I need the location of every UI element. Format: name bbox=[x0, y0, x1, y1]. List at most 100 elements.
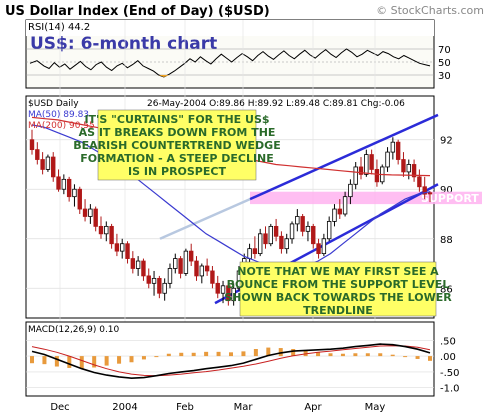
candle-body bbox=[316, 243, 321, 255]
x-tick-label: Dec bbox=[50, 402, 69, 413]
candle-body bbox=[337, 208, 342, 215]
rsi-tick-label: 70 bbox=[438, 45, 451, 56]
candle-body bbox=[226, 285, 231, 302]
upper-trendline-extension bbox=[159, 197, 251, 240]
callout-line: BOUNCE FROM THE SUPPORT LEVEL bbox=[227, 278, 450, 291]
macd-histogram-bar bbox=[378, 353, 383, 357]
ma200-legend: MA(200) 90.55 bbox=[28, 121, 95, 131]
candle-body bbox=[321, 238, 327, 255]
macd-histogram-bar bbox=[117, 356, 122, 364]
candle-body bbox=[93, 208, 98, 227]
price-tick-label: 86 bbox=[440, 284, 453, 295]
macd-histogram-bar bbox=[428, 356, 432, 361]
macd-histogram-bar bbox=[415, 356, 420, 359]
candle-body bbox=[353, 166, 358, 185]
macd-histogram-bar bbox=[79, 356, 84, 369]
callout-line: IS IN PROSPECT bbox=[128, 165, 226, 178]
candle-body bbox=[88, 208, 93, 217]
macd-histogram-bar bbox=[141, 356, 146, 360]
annotation-title: US$: 6-month chart bbox=[30, 34, 217, 54]
candle-body bbox=[358, 166, 364, 175]
x-tick-label: 2004 bbox=[112, 402, 137, 413]
price-series-label: $USD Daily bbox=[28, 99, 79, 109]
candle-body bbox=[369, 154, 374, 170]
candle-body bbox=[66, 178, 72, 198]
macd-histogram-bar bbox=[365, 353, 370, 357]
macd-histogram-bar bbox=[92, 356, 97, 368]
candle-body bbox=[29, 139, 35, 151]
candle-body bbox=[289, 223, 295, 240]
callout-breakdown-box bbox=[97, 109, 257, 181]
rsi-tick-label: 50 bbox=[438, 58, 451, 69]
rsi-line bbox=[29, 48, 431, 78]
candle-body bbox=[162, 282, 167, 294]
macd-histogram-bar bbox=[390, 354, 395, 357]
macd-histogram-bar bbox=[291, 349, 296, 357]
macd-histogram-bar bbox=[353, 353, 358, 357]
callout-line: TRENDLINE bbox=[303, 304, 373, 317]
macd-line bbox=[31, 343, 431, 380]
candle-body bbox=[51, 156, 56, 178]
callout-line: BEARISH COUNTERTREND WEDGE bbox=[73, 139, 280, 152]
candle-body bbox=[157, 277, 162, 294]
candle-body bbox=[268, 225, 273, 245]
macd-histogram-bar bbox=[403, 356, 408, 358]
macd-histogram-bar bbox=[30, 356, 34, 364]
candle-body bbox=[422, 186, 427, 195]
candle-body bbox=[215, 282, 220, 294]
macd-histogram-bar bbox=[42, 356, 47, 365]
macd-histogram-bar bbox=[229, 352, 233, 357]
candle-body bbox=[45, 156, 51, 170]
candle-body bbox=[183, 250, 189, 274]
callout-line: IT'S "CURTAINS" FOR THE US$ bbox=[84, 113, 269, 126]
macd-histogram-bar bbox=[266, 347, 271, 357]
candle-body bbox=[61, 178, 67, 190]
candle-body bbox=[167, 268, 173, 284]
macd-histogram-bar bbox=[316, 352, 321, 357]
macd-histogram-bar bbox=[216, 351, 221, 357]
candle-body bbox=[130, 258, 136, 269]
price-plot: SUPPORT bbox=[29, 113, 482, 306]
macd-tick-label: -.50 bbox=[440, 368, 460, 379]
macd-histogram-bar bbox=[204, 351, 209, 357]
candle-body bbox=[364, 154, 369, 175]
price-tick-label: 92 bbox=[440, 136, 453, 147]
macd-histogram-bar bbox=[67, 356, 72, 368]
macd-tick-label: .00 bbox=[440, 352, 456, 363]
candle-body bbox=[204, 265, 210, 272]
candle-body bbox=[146, 275, 151, 284]
macd-histogram-bar bbox=[340, 353, 345, 357]
candle-body bbox=[135, 260, 141, 269]
chart-title: US Dollar Index (End of Day) ($USD) bbox=[5, 4, 270, 19]
candle-body bbox=[141, 260, 146, 277]
macd-label: MACD(12,26,9) 0.10 bbox=[28, 325, 120, 335]
rsi-tick-label: 30 bbox=[438, 71, 451, 82]
macd-histogram-bar bbox=[154, 356, 159, 358]
candle-body bbox=[231, 287, 236, 302]
candle-body bbox=[82, 208, 88, 217]
candle-body bbox=[295, 216, 300, 225]
candle-body bbox=[273, 225, 279, 237]
candle-body bbox=[374, 169, 380, 183]
price-quote: 26-May-2004 O:89.86 H:89.92 L:89.48 C:89… bbox=[147, 99, 405, 109]
candle-body bbox=[178, 258, 183, 274]
copyright-label: © StockCharts.com bbox=[376, 4, 484, 17]
callout-breakdown-text: IT'S "CURTAINS" FOR THE US$ AS IT BREAKS … bbox=[73, 113, 280, 178]
candle-body bbox=[56, 176, 61, 190]
candle-body bbox=[188, 250, 194, 262]
candle-body bbox=[77, 188, 82, 210]
x-tick-label: May bbox=[365, 402, 386, 413]
candle-body bbox=[284, 238, 289, 250]
candle-body bbox=[385, 151, 390, 168]
candle-body bbox=[125, 243, 130, 259]
candle-body bbox=[151, 277, 157, 284]
macd-signal-line bbox=[31, 345, 431, 377]
candle-body bbox=[104, 225, 109, 235]
candle-body bbox=[40, 159, 45, 170]
upper-wedge-trendline bbox=[249, 113, 439, 201]
candle-body bbox=[120, 243, 125, 252]
candle-body bbox=[247, 248, 252, 259]
macd-histogram-bar bbox=[166, 353, 171, 357]
macd-histogram-bar bbox=[241, 351, 246, 357]
macd-histogram-bar bbox=[278, 348, 283, 357]
